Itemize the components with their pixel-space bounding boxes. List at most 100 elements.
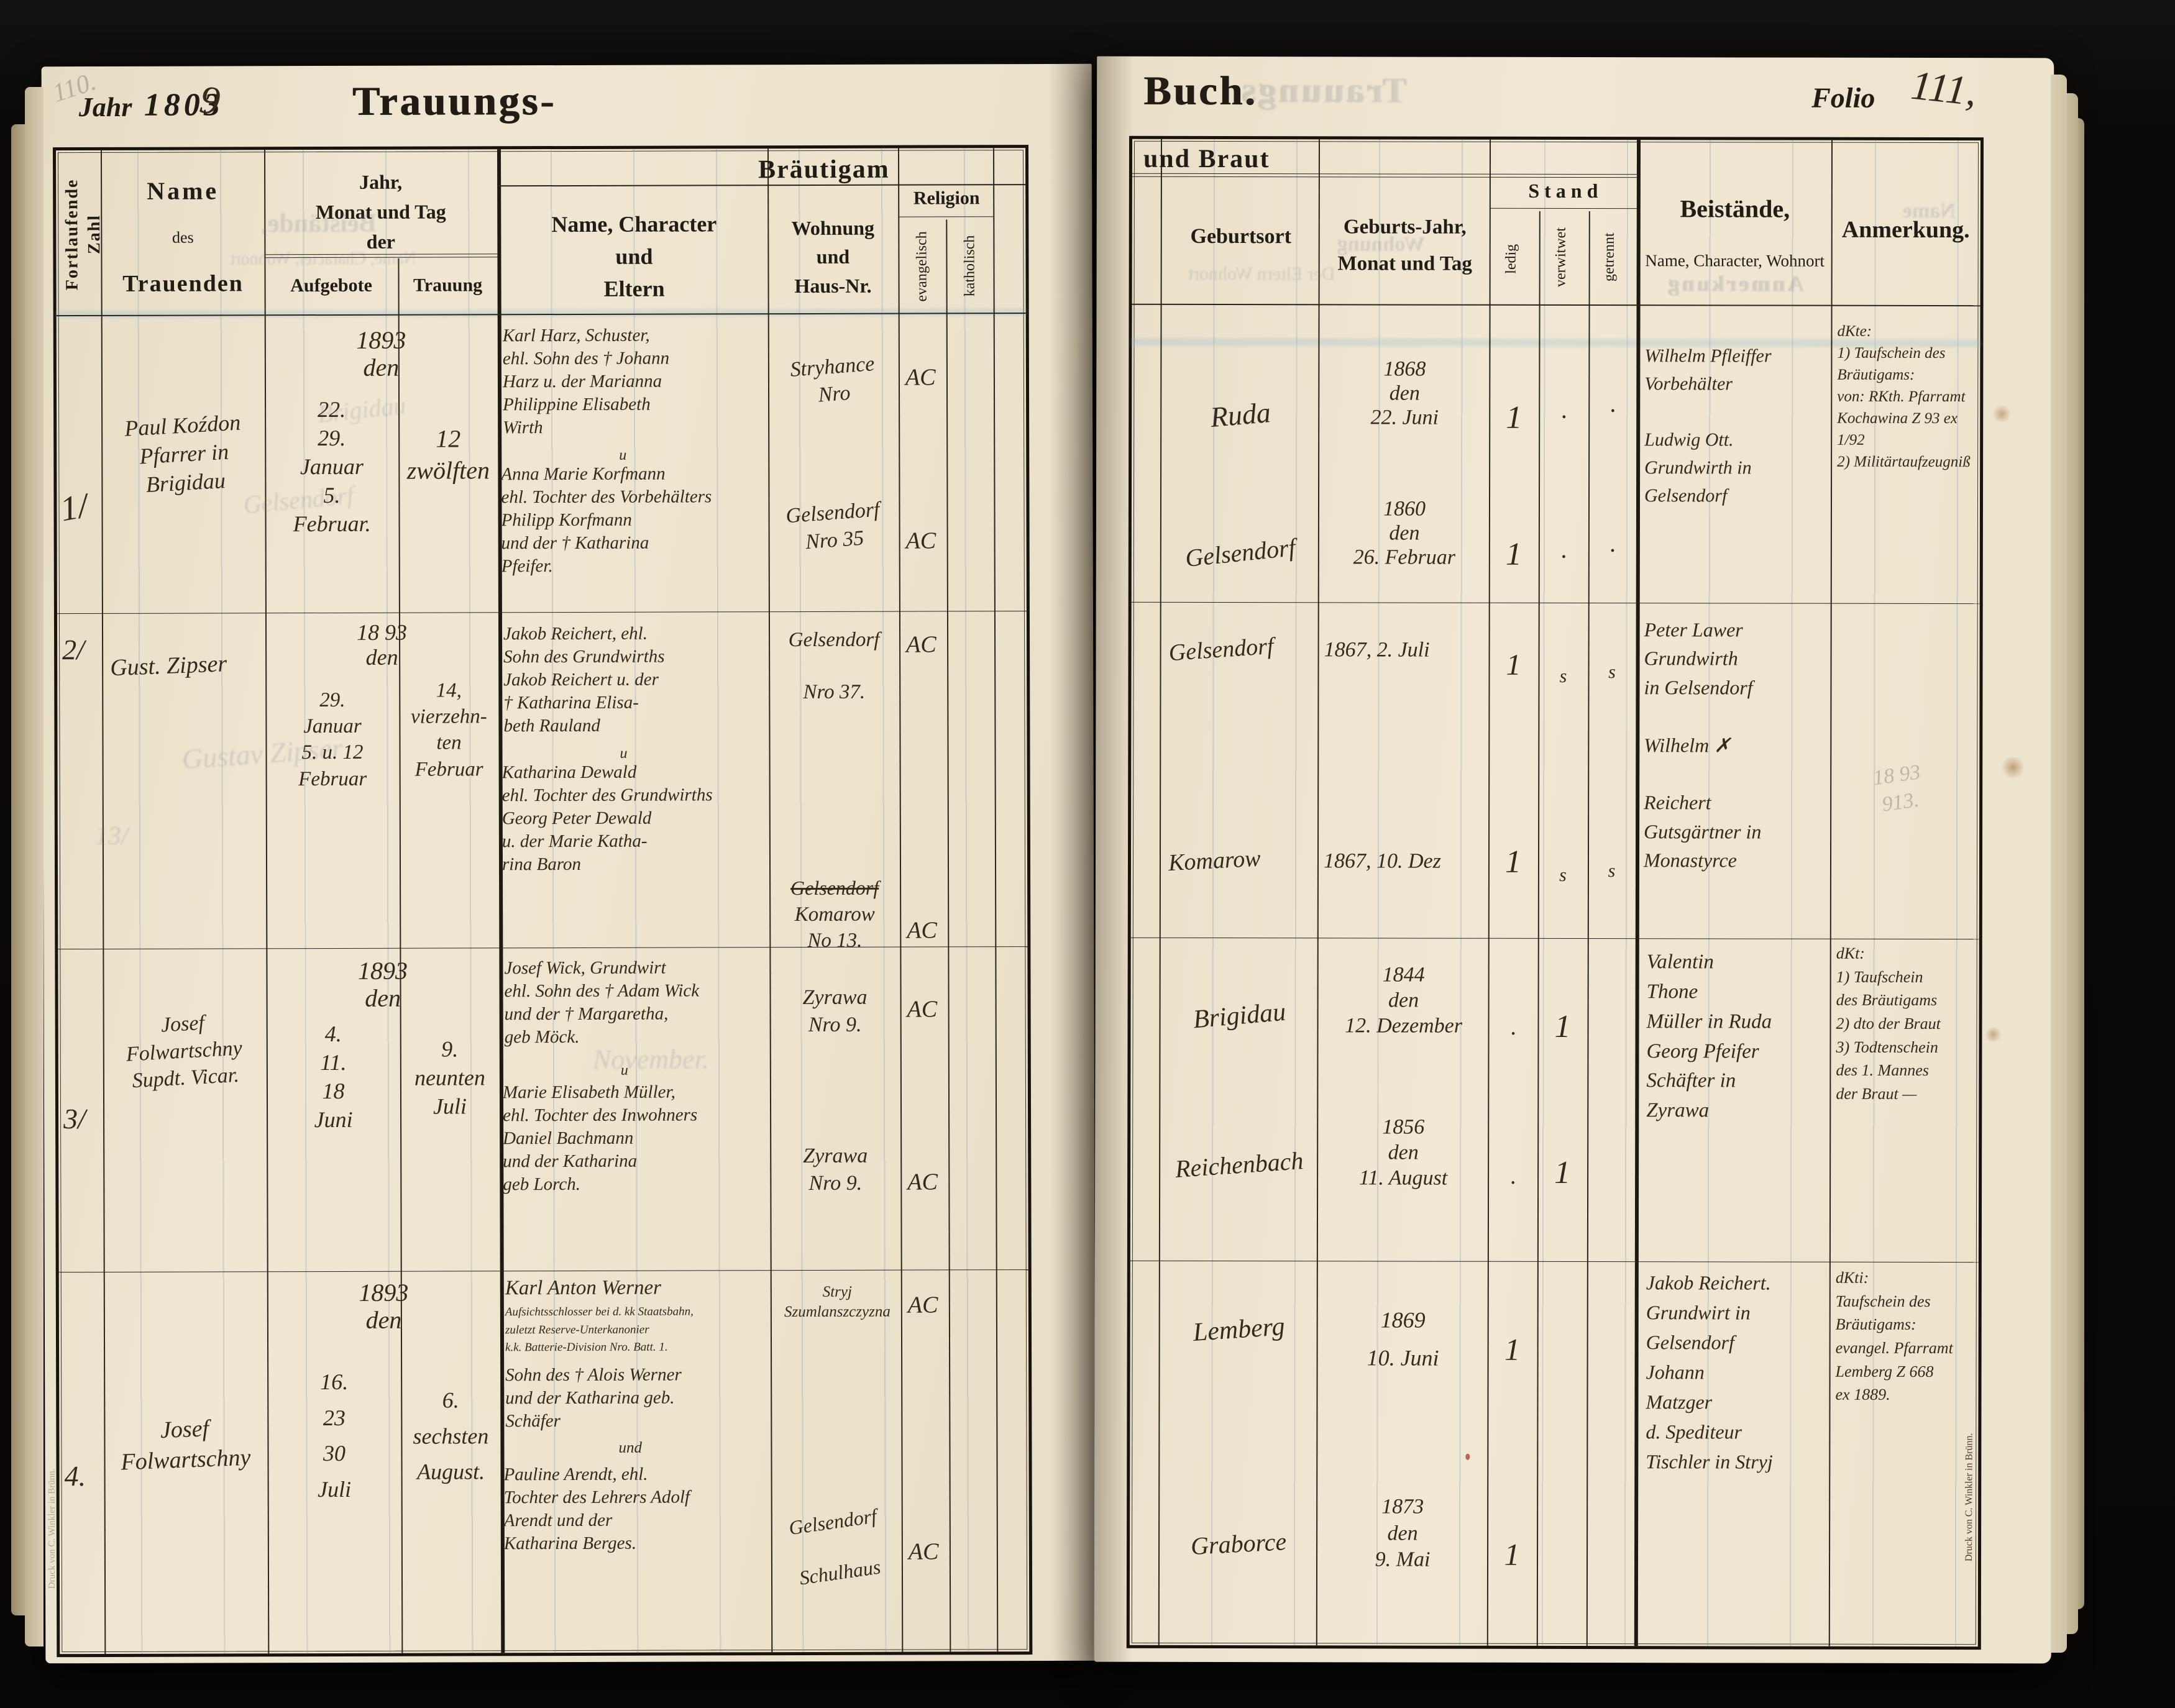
col-header-zahl: Fortlaufende Zahl (62, 178, 104, 290)
col-header-religion: Religion (913, 188, 980, 209)
col-header-beistaende-2: Name, Character, Wohnort (1645, 251, 1825, 270)
bride-status-ledig: 1 (1504, 1537, 1520, 1572)
groom-birthdate: 1844 den 12. Dezember (1345, 963, 1462, 1038)
printer-imprint: Druck von C. Winkler in Brünn. (1964, 1433, 1975, 1562)
bride-parents: Marie Elisabeth Müller, ehl. Tochter des… (502, 1082, 698, 1195)
bride-parents: Anna Marie Korfmann ehl. Tochter des Vor… (501, 464, 712, 577)
entry-number: 4. (64, 1460, 86, 1492)
year-label: Jahr (78, 91, 132, 123)
col-header-name-2: des (172, 229, 194, 247)
banns-dates: 4. 11. 18 Juni (314, 1021, 353, 1133)
col-header-evangelisch: evangelisch (914, 231, 930, 302)
officiant: Josef Folwartschny Supdt. Vicar. (125, 1011, 243, 1093)
groom-residence: Zyrawa Nro 9. (802, 985, 868, 1036)
banns-dates: 29. Januar 5. u. 12 Februar (298, 688, 367, 790)
groom-parents: Josef Wick, Grundwirt ehl. Sohn des † Ad… (504, 957, 700, 1048)
col-header-trauung: Trauung (413, 275, 483, 296)
groom-status-ledig: 1 (1506, 400, 1522, 436)
witnesses: Peter Lawer Grundwirth in Gelsendorf Wil… (1643, 618, 1762, 872)
groom-birthdate: 1867, 2. Juli (1324, 638, 1430, 662)
groom-status-ledig: 1 (1504, 1331, 1521, 1367)
groom-birthdate: 1868 den 22. Juni (1370, 357, 1439, 429)
col-header-verwitwet: verwitwet (1552, 227, 1569, 287)
marriage-year: 1893 den (357, 956, 408, 1012)
marriage-year: 1893 den (359, 1278, 409, 1334)
groom-birthdate: 1869 10. Juni (1367, 1307, 1439, 1371)
officiant: Josef Folwartschny (120, 1415, 252, 1476)
red-ink-speck (1465, 1453, 1470, 1460)
banns-dates: 16. 23 30 Juli (318, 1369, 352, 1502)
wedding-day: 9. neunten Juli (414, 1036, 485, 1119)
groom-religion: AC (907, 1292, 938, 1318)
witnesses: Wilhelm Pfleiffer Vorbehälter Ludwig Ott… (1644, 345, 1772, 506)
col-header-ledig: ledig (1503, 244, 1519, 275)
bride-status-ledig: 1 (1504, 844, 1522, 880)
bride-parents: Katharina Dewald ehl. Tochter des Grundw… (501, 762, 713, 875)
bride-status-getrennt: s (1608, 861, 1616, 882)
remarks: dKt: 1) Taufschein des Bräutigams 2) dto… (1836, 944, 1941, 1103)
bride-religion: AC (908, 1538, 939, 1565)
bride-religion: AC (905, 527, 936, 554)
foxing-stain (1991, 406, 2013, 422)
page-edge-stack (2078, 118, 2084, 1609)
col-header-getrennt: getrennt (1601, 232, 1618, 282)
wedding-day: 12 zwölften (406, 424, 490, 485)
bride-status-ledig: 1 (1505, 536, 1522, 572)
bride-birthdate: 1867, 10. Dez (1323, 849, 1441, 873)
entry-number: 2/ (62, 634, 85, 666)
bride-status-getrennt: · (1609, 536, 1616, 565)
bleedthrough-text: Anmerkung (1666, 271, 1805, 296)
foxing-stain (1984, 1027, 2003, 1043)
groom-residence: Gelsendorf Nro 37. (788, 628, 880, 704)
col-header-name: Name des Trauenden (106, 175, 260, 299)
bleedthrough-text: Wohnung (1337, 232, 1426, 256)
groom-religion: AC (907, 996, 938, 1023)
groom-residence: Stryhance Nro (789, 352, 876, 407)
groom-parents: Jakob Reichert, ehl. Sohn des Grundwirth… (503, 623, 665, 736)
bride-religion: AC (907, 917, 937, 944)
wedding-day: 6. sechsten August. (413, 1387, 489, 1484)
witnesses: Valentin Thone Müller in Ruda Georg Pfei… (1646, 951, 1772, 1122)
bleedthrough-text: Name (1902, 199, 1956, 223)
col-header-beistaende: Beistände, Name, Character, Wohnort (1642, 193, 1828, 272)
bride-residence: Gelsendorf Nro 35 (785, 498, 881, 554)
groom-status-verwitwet: · (1560, 402, 1567, 431)
folio-number: 111, (1908, 62, 1979, 115)
bride-residence: Zyrawa Nro 9. (803, 1144, 868, 1195)
bride-status-ledig: · (1509, 1169, 1516, 1196)
col-header-geburtsort: Geburtsort (1190, 224, 1291, 249)
bride-birthdate: 1860 den 26. Februar (1353, 497, 1456, 569)
left-table: Fortlaufende Zahl Name des Trauenden Jah… (52, 145, 1033, 1658)
foxing-stain (2000, 757, 2026, 779)
bride-status-verwitwet: · (1560, 542, 1567, 570)
bride-residence: Komarow No 13. (794, 903, 875, 952)
col-header-eltern: Name, Character und Eltern (551, 211, 717, 302)
groom-parents: Karl Harz, Schuster, ehl. Sohn des † Joh… (502, 325, 670, 438)
right-page: Buch. Trauungs Folio 111, un (1094, 56, 2054, 1664)
groom-parents: Sohn des † Alois Werner und der Katharin… (505, 1364, 682, 1432)
page-edge-stack (11, 124, 25, 1615)
book-title-left: Trauungs- (352, 78, 557, 124)
col-header-stand: S t a n d (1528, 179, 1598, 203)
bride-birthdate: 1856 den 11. August (1358, 1115, 1448, 1190)
groom-status-getrennt: s (1608, 662, 1616, 683)
bleedthrough-text: 13/ (94, 821, 129, 851)
groom-status-ledig: · (1509, 1020, 1516, 1047)
joiner-mark: u (620, 1062, 628, 1079)
bride-birthdate: 1873 den 9. Mai (1375, 1495, 1431, 1571)
officiant: Paul Koźdon Pfarrer in Brigidau (124, 409, 242, 498)
remarks: dKti: Taufschein des Bräutigams: evangel… (1835, 1268, 1953, 1404)
bleedthrough-text: Beistände, (261, 209, 377, 239)
groom-religion: AC (905, 364, 936, 391)
section-header-bride: und Braut (1143, 144, 1270, 174)
wedding-day: 14, vierzehn- ten Februar (410, 679, 487, 781)
page-edge-stack (2067, 93, 2078, 1634)
groom-status-getrennt: · (1609, 396, 1616, 425)
col-header-name-1: Name (147, 176, 219, 205)
bride-status-verwitwet: s (1559, 864, 1567, 885)
groom-status-verwitwet: 1 (1554, 1008, 1571, 1044)
bleedthrough-text: Der Eltern Wohnort (1188, 263, 1335, 285)
col-header-aufgebote: Aufgebote (290, 275, 372, 296)
left-page-gutter-shadow (1048, 63, 1096, 1661)
